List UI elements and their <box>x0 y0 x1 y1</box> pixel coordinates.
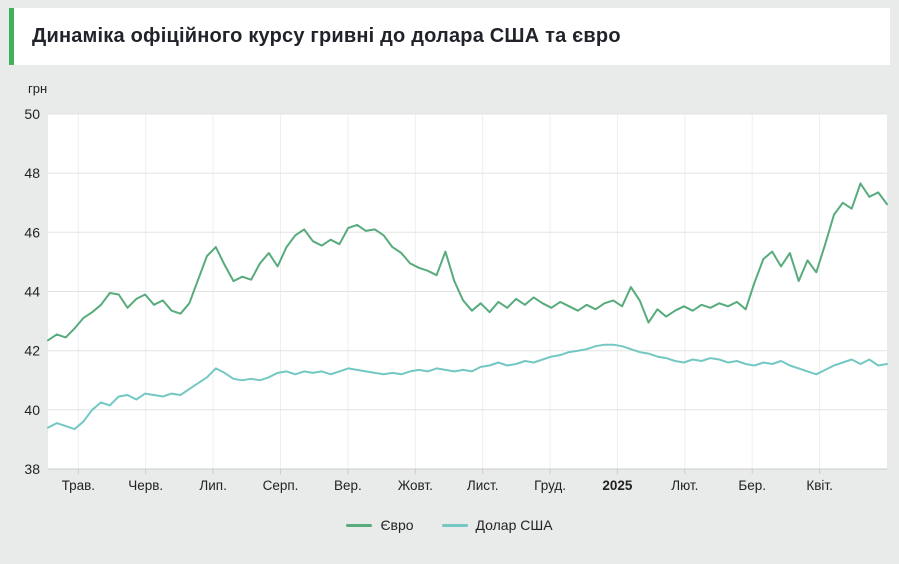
y-axis-unit-label: грн <box>28 81 48 96</box>
svg-text:Бер.: Бер. <box>738 478 766 493</box>
svg-text:Груд.: Груд. <box>534 478 566 493</box>
svg-text:Черв.: Черв. <box>128 478 163 493</box>
svg-text:2025: 2025 <box>602 478 633 493</box>
usd-line-swatch-icon <box>441 524 468 527</box>
title-card: Динаміка офіційного курсу гривні до дола… <box>9 8 890 65</box>
legend-label-euro: Євро <box>380 517 414 533</box>
svg-text:44: 44 <box>24 284 40 300</box>
svg-text:Серп.: Серп. <box>263 478 299 493</box>
svg-text:48: 48 <box>24 165 40 181</box>
chart-legend: Євро Долар США <box>0 508 899 542</box>
svg-text:Лип.: Лип. <box>199 478 226 493</box>
euro-line-swatch-icon <box>346 524 373 527</box>
svg-text:46: 46 <box>24 224 40 240</box>
legend-item-usd[interactable]: Долар США <box>441 517 553 534</box>
legend-item-euro[interactable]: Євро <box>346 517 414 534</box>
svg-text:Трав.: Трав. <box>62 478 95 493</box>
svg-text:Вер.: Вер. <box>334 478 362 493</box>
page-title: Динаміка офіційного курсу гривні до дола… <box>32 25 621 47</box>
exchange-rate-chart-section: грн Трав. Черв. Лип. Серп. Вер. Жовт. Лист. Гру… <box>0 69 899 542</box>
svg-text:40: 40 <box>24 402 40 418</box>
svg-text:Лист.: Лист. <box>467 478 499 493</box>
svg-text:Жовт.: Жовт. <box>398 478 433 493</box>
svg-text:Квіт.: Квіт. <box>806 478 832 493</box>
svg-text:38: 38 <box>24 461 40 477</box>
svg-text:50: 50 <box>24 106 40 122</box>
svg-text:42: 42 <box>24 343 40 359</box>
svg-text:Лют.: Лют. <box>671 478 698 493</box>
line-chart-plot[interactable]: Трав. Черв. Лип. Серп. Вер. Жовт. Лист. Груд. 20… <box>4 100 895 508</box>
legend-label-usd: Долар США <box>475 517 553 533</box>
